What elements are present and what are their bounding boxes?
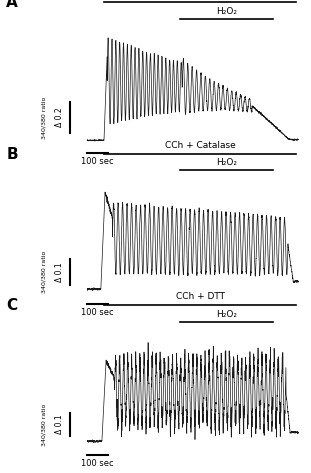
Text: H₂O₂: H₂O₂ xyxy=(216,7,237,16)
Text: H₂O₂: H₂O₂ xyxy=(216,158,237,167)
Text: 340/380 ratio: 340/380 ratio xyxy=(41,251,46,293)
Text: 100 sec: 100 sec xyxy=(81,459,114,468)
Text: 100 sec: 100 sec xyxy=(81,308,114,317)
Text: Δ 0.2: Δ 0.2 xyxy=(55,108,64,127)
Text: CCh + Catalase: CCh + Catalase xyxy=(165,141,236,150)
Text: A: A xyxy=(6,0,18,10)
Text: CCh + DTT: CCh + DTT xyxy=(176,292,225,301)
Text: 340/380 ratio: 340/380 ratio xyxy=(41,403,46,446)
Text: Δ 0.1: Δ 0.1 xyxy=(55,262,64,281)
Text: C: C xyxy=(6,298,17,313)
Text: B: B xyxy=(6,147,18,162)
Text: H₂O₂: H₂O₂ xyxy=(216,310,237,319)
Text: 340/380 ratio: 340/380 ratio xyxy=(41,96,46,139)
Text: Δ 0.1: Δ 0.1 xyxy=(55,415,64,435)
Text: 100 sec: 100 sec xyxy=(81,157,114,166)
